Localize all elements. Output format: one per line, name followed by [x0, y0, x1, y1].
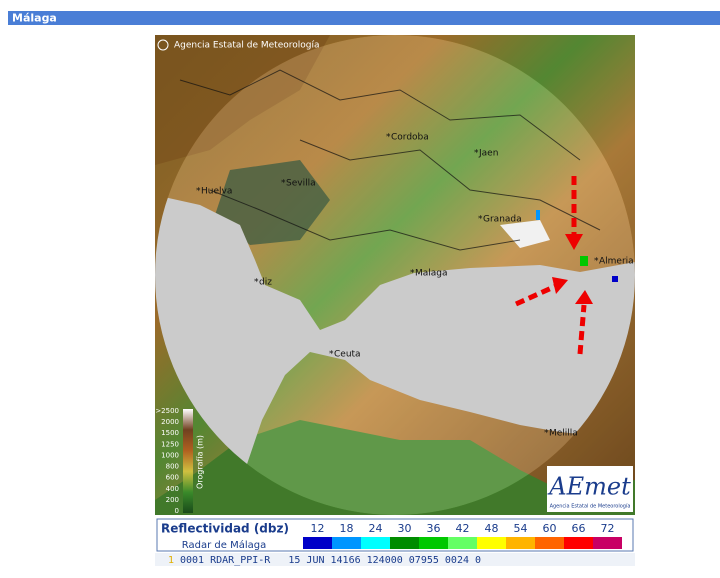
level-label: 60 — [543, 522, 557, 535]
level-label: 66 — [572, 522, 586, 535]
city-marker: * — [386, 133, 391, 143]
radar-range — [155, 35, 635, 515]
city-marker: * — [329, 350, 334, 360]
orography-label: 600 — [166, 474, 179, 482]
logo-box — [547, 466, 633, 512]
city-label: Huelva — [201, 187, 232, 197]
city-label: diz — [259, 278, 272, 288]
snow — [500, 220, 550, 248]
city-marker: * — [478, 215, 483, 225]
city-marker: * — [196, 187, 201, 197]
level-label: 12 — [311, 522, 325, 535]
copyright: Agencia Estatal de Meteorología — [174, 41, 320, 51]
city-marker: * — [281, 179, 286, 189]
level-label: 36 — [427, 522, 441, 535]
orography-label: 1000 — [161, 451, 179, 459]
level-swatch — [303, 537, 332, 549]
city-label: Almeria — [599, 257, 634, 267]
orography-label: 800 — [166, 463, 179, 471]
city-marker: * — [544, 429, 549, 439]
level-label: 24 — [369, 522, 383, 535]
level-label: 18 — [340, 522, 354, 535]
borders — [179, 69, 601, 251]
scale-subtitle: Radar de Málaga — [182, 539, 266, 551]
orography-label: 400 — [166, 485, 179, 493]
orography-title: Orografía (m) — [196, 435, 205, 489]
status-bar — [155, 553, 635, 566]
city-label: Granada — [483, 215, 522, 225]
level-label: 30 — [398, 522, 412, 535]
level-swatch — [419, 537, 448, 549]
city-label: Sevilla — [286, 179, 316, 189]
orography-label: 200 — [166, 496, 179, 504]
city-marker: * — [254, 278, 259, 288]
logo-name: AEmet — [547, 473, 631, 501]
orography-label: >2500 — [155, 407, 179, 415]
city-marker: * — [594, 257, 599, 267]
city-label: Ceuta — [334, 350, 361, 360]
echo — [536, 210, 540, 220]
level-swatch — [506, 537, 535, 549]
level-swatch — [361, 537, 390, 549]
level-label: 48 — [485, 522, 499, 535]
lowland — [215, 160, 330, 245]
scale-title: Reflectividad (dbz) — [161, 522, 289, 536]
orography-label: 1250 — [161, 440, 179, 448]
sea — [155, 195, 635, 470]
level-swatch — [564, 537, 593, 549]
city-marker: * — [474, 149, 479, 159]
radar-map: Agencia Estatal de Meteorología * Cordoba… — [155, 35, 635, 515]
orography-label: 1500 — [161, 429, 179, 437]
city-label: Cordoba — [391, 133, 429, 143]
status-text: 0001 RDAR_PPI-R 15 JUN 14166 124000 0795… — [180, 555, 481, 566]
arrows — [514, 176, 587, 355]
level-label: 54 — [514, 522, 528, 535]
header-bar — [8, 11, 720, 25]
level-label: 42 — [456, 522, 470, 535]
africa-coast — [155, 420, 635, 515]
city-label: Melilla — [549, 429, 578, 439]
level-label: 72 — [601, 522, 615, 535]
echo — [580, 256, 588, 266]
level-swatch — [448, 537, 477, 549]
level-swatch — [390, 537, 419, 549]
land — [155, 35, 330, 165]
orography-label: 0 — [175, 507, 179, 515]
header-title: Málaga — [12, 12, 57, 25]
echo — [612, 276, 618, 282]
status-flag: 1 — [168, 555, 174, 566]
level-swatch — [332, 537, 361, 549]
city-label: Malaga — [415, 269, 448, 279]
orography-bar — [183, 409, 193, 513]
arrow-heads — [552, 234, 593, 304]
level-swatch — [593, 537, 622, 549]
city-marker: * — [410, 269, 415, 279]
copyright-icon — [157, 39, 169, 51]
level-swatch — [477, 537, 506, 549]
logo-subtitle: Agencia Estatal de Meteorología — [550, 503, 631, 510]
city-label: Jaen — [478, 149, 498, 159]
orography-label: 2000 — [161, 418, 179, 426]
level-swatch — [535, 537, 564, 549]
